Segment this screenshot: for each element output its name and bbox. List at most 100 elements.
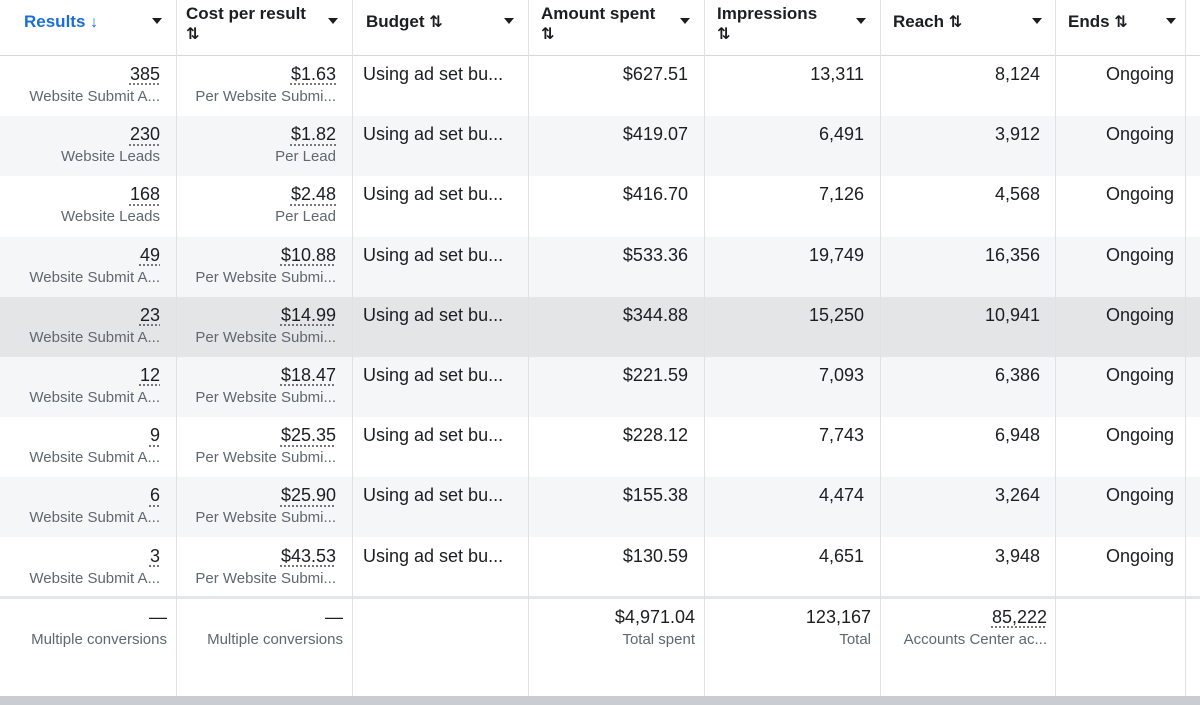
column-divider [704,0,705,705]
cost-per-result-value[interactable]: $2.48 [290,184,336,205]
amount-spent-value: $419.07 [622,124,688,145]
amount-spent-value: $627.51 [622,64,688,84]
chevron-down-icon[interactable] [1166,18,1176,24]
cell-results: 12 Website Submit A... [0,357,176,417]
cell-cost-per-result: $14.99 Per Website Submi... [176,297,352,357]
table-header: Results ↓ Cost per result ⇅ Budget ⇅ Amo… [0,0,1200,56]
amount-spent-value: $130.59 [622,545,688,566]
results-value[interactable]: 23 [139,304,160,325]
ends-value: Ongoing [1105,244,1174,265]
results-value[interactable]: 3 [149,545,160,566]
chevron-down-icon[interactable] [328,18,338,24]
horizontal-scrollbar[interactable] [0,696,1200,705]
total-spent-note: Total spent [622,631,695,648]
sort-icon[interactable]: ⇅ [541,26,555,43]
chevron-down-icon[interactable] [504,18,514,24]
cell-reach: 3,912 [880,116,1056,176]
cell-ends: Ongoing [1056,538,1192,598]
cost-per-result-value[interactable]: $1.63 [290,64,336,84]
cost-per-result-value[interactable]: $14.99 [280,304,336,325]
impressions-value: 15,250 [808,304,864,325]
cost-per-result-value[interactable]: $25.35 [280,425,336,446]
table-row[interactable]: 23 Website Submit A... $14.99 Per Website S… [0,296,1200,357]
ends-value: Ongoing [1105,425,1174,446]
cell-cost-per-result: $25.90 Per Website Submi... [176,477,352,537]
table-row[interactable]: 385 Website Submit A... $1.63 Per Website S… [0,56,1200,116]
ends-value: Ongoing [1105,545,1174,566]
table-row[interactable]: 230 Website Leads $1.82 Per Lead Using ad se… [0,116,1200,177]
results-value[interactable]: 9 [149,425,160,446]
cell-results: 49 Website Submit A... [0,237,176,297]
column-label: Amount spent [541,4,656,23]
column-header-budget[interactable]: Budget ⇅ [352,0,528,56]
cell-cost-per-result: $1.63 Per Website Submi... [176,56,352,116]
budget-value: Using ad set bu... [363,485,504,506]
chevron-down-icon[interactable] [152,18,162,24]
cell-amount-spent: $419.07 [528,116,704,176]
results-value[interactable]: 6 [149,485,160,506]
reach-value: 3,948 [994,545,1040,566]
cost-per-result-type: Per Website Submi... [195,449,336,467]
column-header-reach[interactable]: Reach ⇅ [880,0,1056,56]
cost-per-result-type: Per Lead [275,208,336,226]
table-row[interactable]: 49 Website Submit A... $10.88 Per Website S… [0,236,1200,297]
total-spent-value: $4,971.04 [614,607,695,627]
sort-down-icon[interactable]: ↓ [90,14,99,31]
cell-budget: Using ad set bu... [352,176,528,236]
results-value[interactable]: 168 [129,184,160,205]
cost-per-result-value[interactable]: $18.47 [280,365,336,385]
table-row[interactable]: 3 Website Submit A... $43.53 Per Website Su… [0,538,1200,598]
cost-per-result-value[interactable]: $1.82 [290,124,336,145]
table-row[interactable]: 12 Website Submit A... $18.47 Per Website S… [0,357,1200,417]
cell-reach: 16,356 [880,237,1056,297]
cost-per-result-value[interactable]: $10.88 [280,244,336,265]
sort-icon[interactable]: ⇅ [948,14,963,31]
results-value[interactable]: 49 [139,244,160,265]
results-value[interactable]: 12 [139,365,160,385]
column-header-cost-per-result[interactable]: Cost per result ⇅ [176,0,352,56]
reach-value: 6,386 [994,365,1040,385]
reach-value: 3,912 [994,124,1040,145]
chevron-down-icon[interactable] [1032,18,1042,24]
cost-per-result-value[interactable]: $25.90 [280,485,336,506]
cell-impressions: 6,491 [704,116,880,176]
column-label: Cost per result [186,4,306,23]
cell-reach: 3,948 [880,538,1056,598]
cell-results: 385 Website Submit A... [0,56,176,116]
impressions-value: 4,651 [818,545,864,566]
table-row[interactable]: 6 Website Submit A... $25.90 Per Website Su… [0,477,1200,538]
table-row[interactable]: 168 Website Leads $2.48 Per Lead Using ad se… [0,176,1200,236]
cell-impressions: 13,311 [704,56,880,116]
total-amount-spent: $4,971.04 Total spent [528,599,704,699]
sort-icon[interactable]: ⇅ [429,14,443,31]
sort-icon[interactable]: ⇅ [717,26,731,43]
total-impressions-note: Total [839,631,871,648]
chevron-down-icon[interactable] [680,18,690,24]
cell-impressions: 4,651 [704,538,880,598]
results-type: Website Submit A... [29,509,160,527]
cell-amount-spent: $228.12 [528,417,704,477]
results-type: Website Submit A... [29,88,160,105]
table-row[interactable]: 9 Website Submit A... $25.35 Per Website Su… [0,417,1200,477]
total-reach-note: Accounts Center ac... [903,631,1047,648]
column-header-results[interactable]: Results ↓ [0,0,176,56]
column-header-amount-spent[interactable]: Amount spent ⇅ [528,0,704,56]
cell-budget: Using ad set bu... [352,56,528,116]
cell-impressions: 7,126 [704,176,880,236]
cost-per-result-value[interactable]: $43.53 [280,545,336,566]
cost-per-result-type: Per Website Submi... [195,268,336,286]
column-header-ends[interactable]: Ends ⇅ [1056,0,1192,56]
amount-spent-value: $221.59 [622,365,688,385]
chevron-down-icon[interactable] [856,18,866,24]
cell-reach: 3,264 [880,477,1056,537]
column-header-impressions[interactable]: Impressions ⇅ [704,0,880,56]
results-value[interactable]: 230 [129,124,160,145]
sort-icon[interactable]: ⇅ [1114,14,1128,31]
results-type: Website Submit A... [29,449,160,467]
results-value[interactable]: 385 [129,64,160,84]
cell-cost-per-result: $25.35 Per Website Submi... [176,417,352,477]
reach-value: 4,568 [994,184,1040,205]
budget-value: Using ad set bu... [363,365,504,385]
sort-icon[interactable]: ⇅ [186,26,200,43]
total-reach-value[interactable]: 85,222 [991,607,1047,627]
